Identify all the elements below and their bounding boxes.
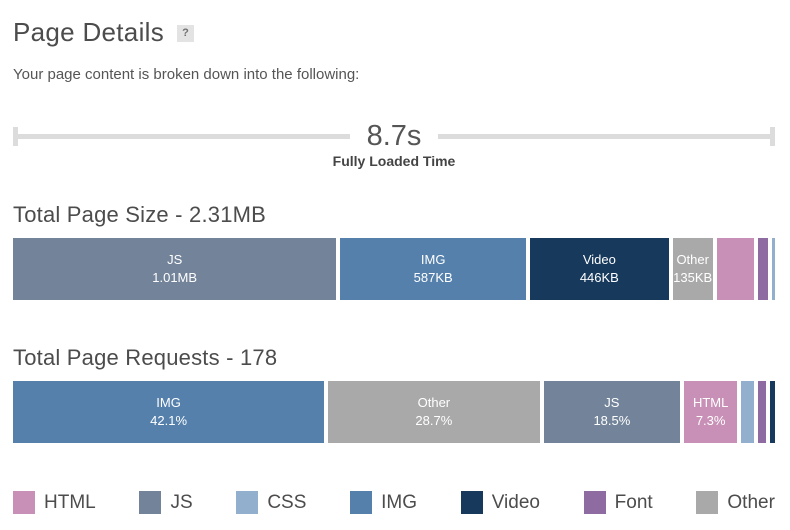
segment-value: 446KB: [579, 270, 619, 285]
segment-label: Other: [417, 395, 451, 410]
fully-loaded-time-value: 8.7s: [366, 120, 422, 152]
legend-item-js: JS: [139, 491, 193, 514]
legend-label: Video: [491, 492, 540, 513]
legend-label: HTML: [44, 492, 96, 513]
legend-label: Other: [727, 492, 775, 513]
gauge-left-cap: [13, 126, 18, 146]
fully-loaded-time-gauge: 8.7s Fully Loaded Time: [13, 120, 776, 169]
legend-label: Font: [614, 492, 653, 513]
legend-label: JS: [170, 492, 193, 513]
legend-item-video: Video: [460, 491, 540, 514]
bar-segment-html: HTML 7.3%: [684, 381, 738, 443]
js-swatch: [139, 491, 162, 514]
font-swatch: [583, 491, 606, 514]
bar-segment-other: Other 135KB: [672, 238, 713, 300]
gauge-row: 8.7s: [13, 120, 776, 152]
bar-segment-font: [757, 238, 768, 300]
segment-label: IMG: [420, 252, 446, 267]
help-icon[interactable]: ?: [177, 24, 195, 42]
bar-segment-video: [770, 381, 775, 443]
bar-segment-css: [771, 238, 775, 300]
page-header: Page Details ?: [13, 19, 775, 45]
other-swatch: [696, 491, 719, 514]
img-swatch: [350, 491, 373, 514]
segment-value: 18.5%: [593, 413, 631, 428]
bar-segment-html: [716, 238, 754, 300]
html-swatch: [13, 491, 35, 514]
legend-item-html: HTML: [13, 491, 96, 514]
segment-value: 42.1%: [150, 413, 188, 428]
bar-segment-video: Video 446KB: [530, 238, 669, 300]
total-page-requests-heading: Total Page Requests - 178: [13, 345, 278, 370]
bar-segment-img: IMG 42.1%: [13, 381, 325, 443]
segment-value: 1.01MB: [152, 270, 198, 285]
segment-value: 135KB: [673, 270, 713, 285]
legend-item-other: Other: [696, 491, 775, 514]
legend-label: CSS: [267, 492, 307, 513]
segment-label: Other: [676, 252, 709, 267]
page-requests-bar: IMG 42.1% Other 28.7% JS 18.5% HTML 7.3%: [13, 381, 775, 443]
segment-value: 28.7%: [415, 413, 453, 428]
legend-item-css: CSS: [236, 491, 306, 514]
gauge-line-right: [438, 133, 771, 139]
fully-loaded-time-label: Fully Loaded Time: [332, 153, 456, 169]
css-swatch: [236, 491, 259, 514]
gauge-line-left: [18, 133, 350, 139]
legend-item-font: Font: [583, 491, 653, 514]
page-subtitle: Your page content is broken down into th…: [13, 66, 360, 83]
bar-segment-font: [758, 381, 767, 443]
segment-label: JS: [167, 252, 183, 267]
page-details-panel: Page Details ? Your page content is brok…: [13, 19, 776, 514]
legend: HTML JS CSS IMG Video Font Other: [13, 491, 775, 514]
bar-segment-other: Other 28.7%: [328, 381, 540, 443]
bar-segment-css: [741, 381, 755, 443]
segment-label: Video: [582, 252, 616, 267]
legend-label: IMG: [381, 492, 417, 513]
segment-label: IMG: [156, 395, 181, 410]
bar-segment-js: JS 1.01MB: [13, 238, 337, 300]
bar-segment-img: IMG 587KB: [340, 238, 527, 300]
segment-label: HTML: [692, 395, 729, 410]
total-page-size-heading: Total Page Size - 2.31MB: [13, 202, 267, 227]
page-size-bar: JS 1.01MB IMG 587KB Video 446KB Other 135KB: [13, 238, 775, 300]
segment-value: 7.3%: [695, 413, 726, 428]
legend-item-img: IMG: [350, 491, 417, 514]
segment-label: JS: [604, 395, 620, 410]
gauge-right-cap: [770, 126, 776, 146]
video-swatch: [460, 491, 483, 514]
bar-segment-js: JS 18.5%: [543, 381, 681, 443]
segment-value: 587KB: [413, 270, 453, 285]
page-title: Page Details: [13, 17, 165, 47]
